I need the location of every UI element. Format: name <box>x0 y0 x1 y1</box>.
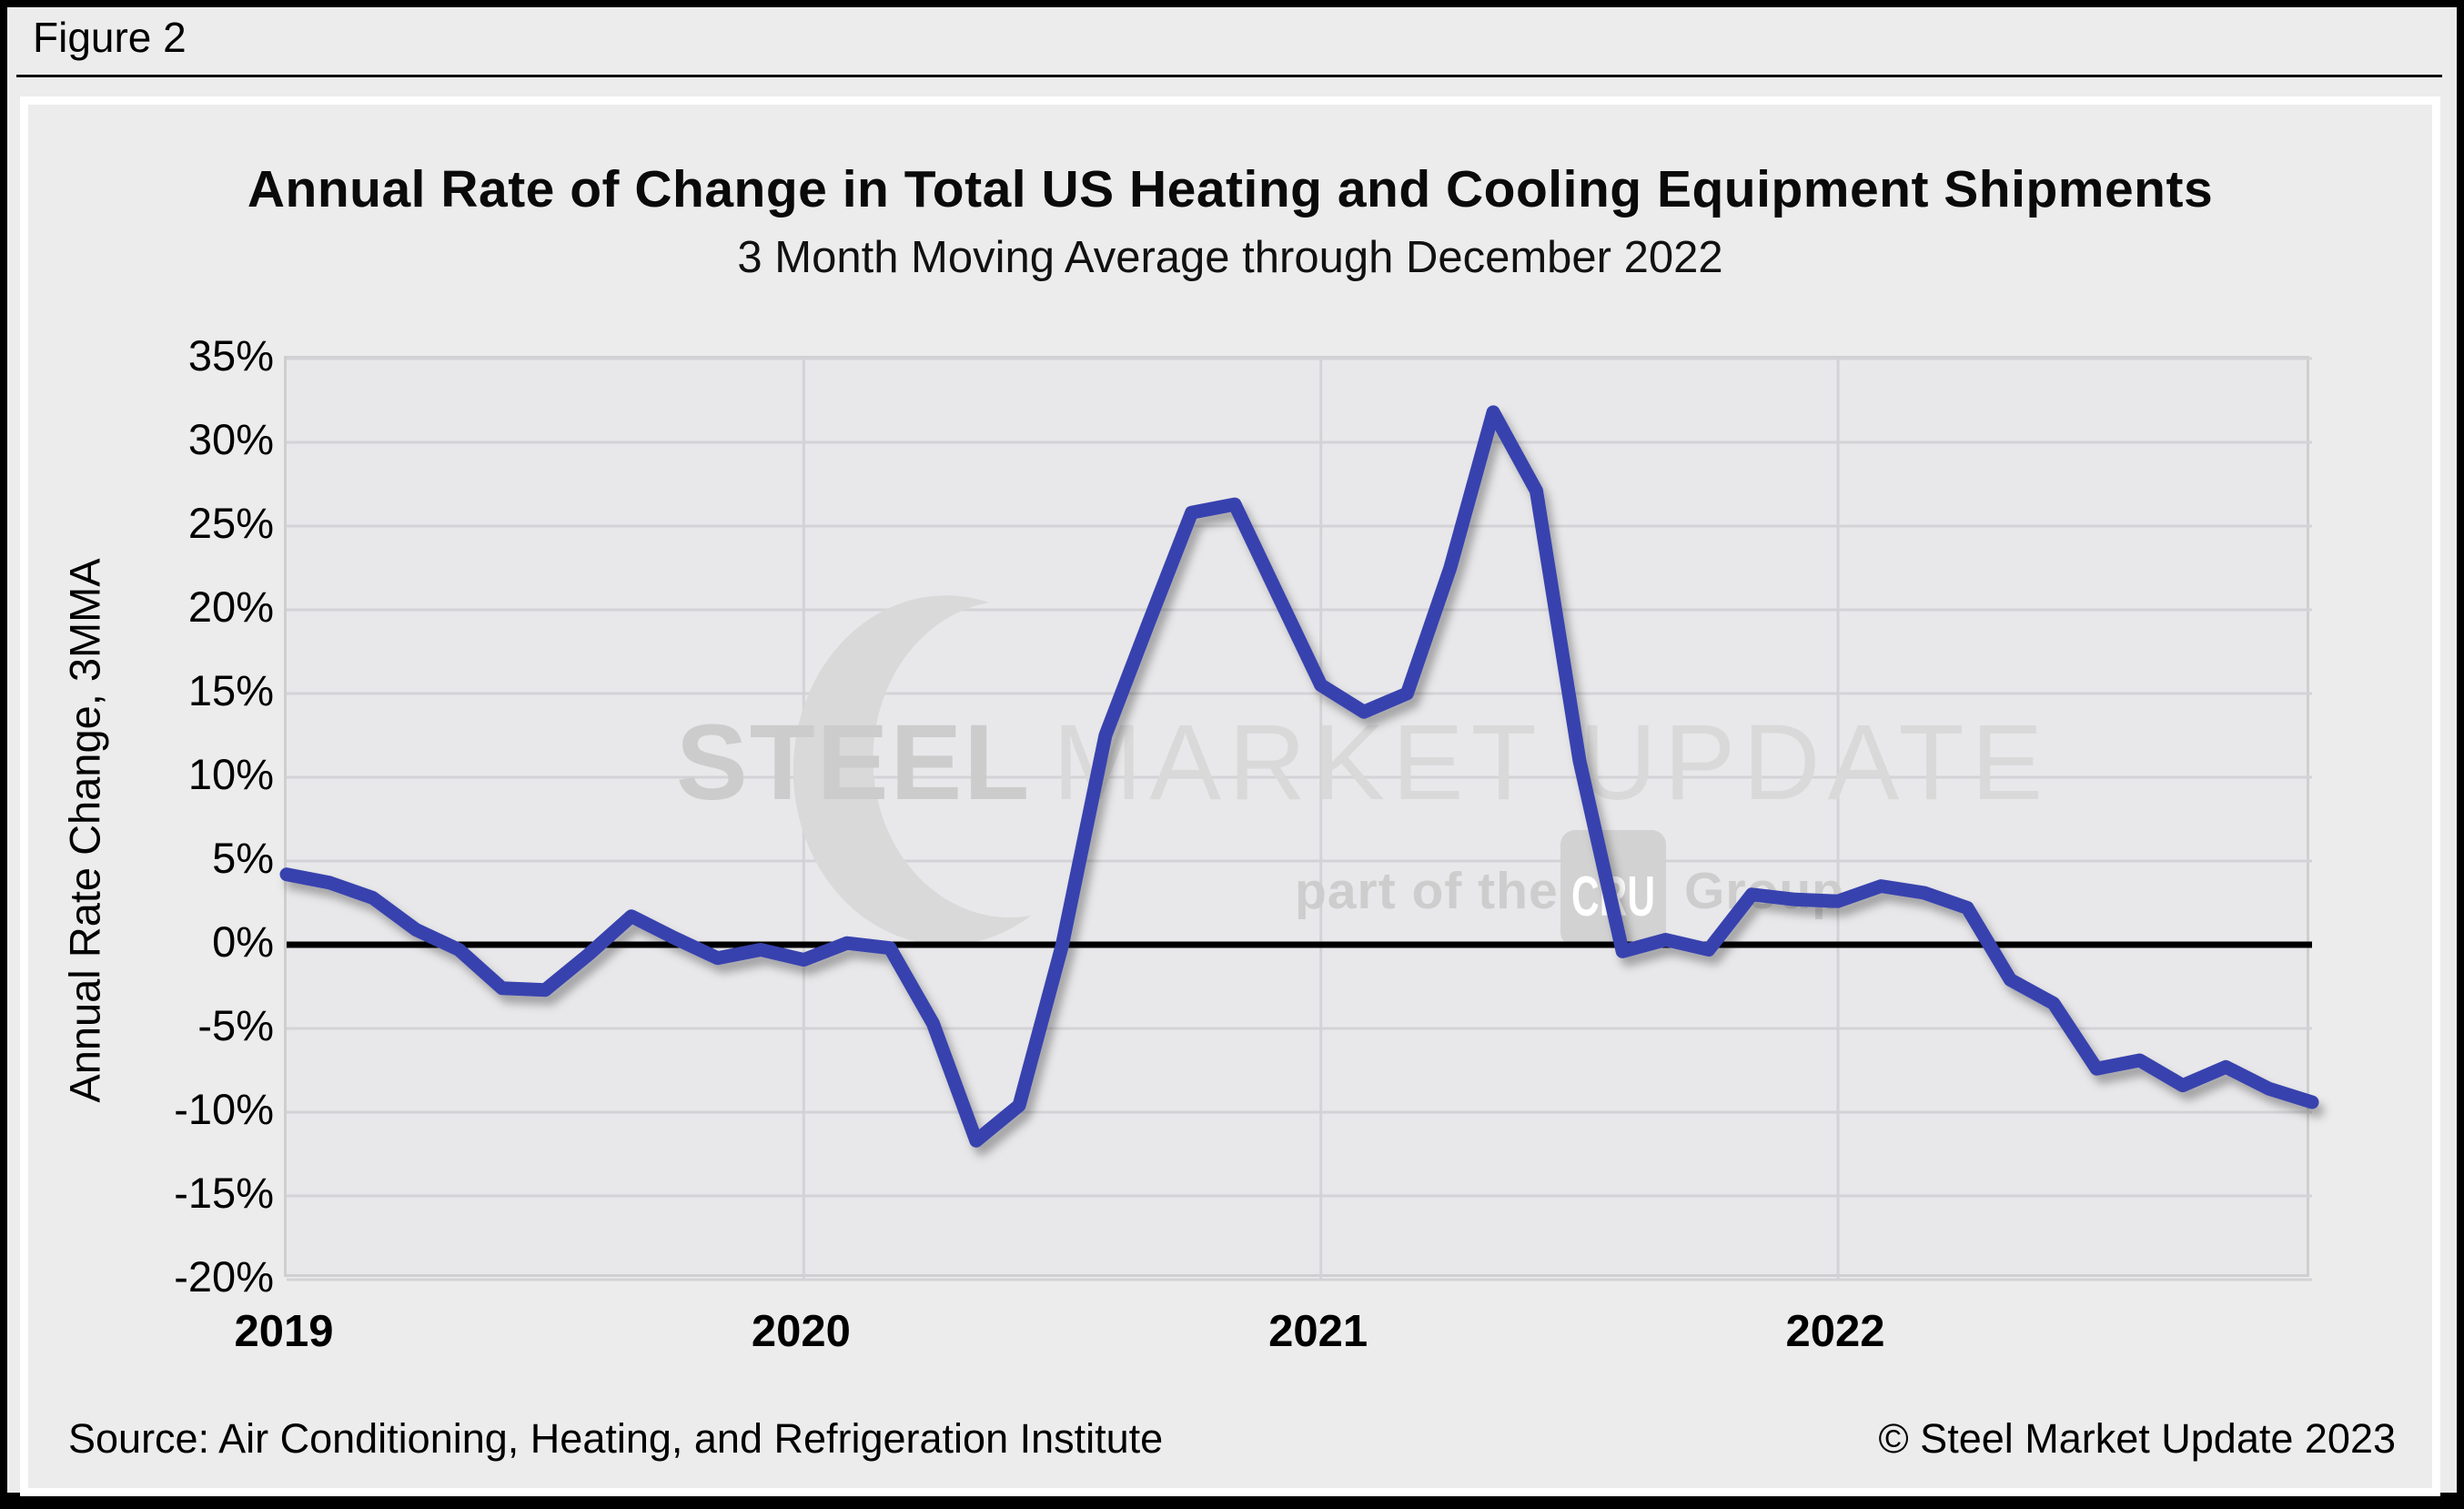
data-series-line <box>279 405 2319 1148</box>
y-tick-label: -15% <box>174 1169 274 1217</box>
watermark-part-of-the: part of the <box>1295 862 1559 920</box>
figure-title-underline <box>16 75 2442 77</box>
figure-label: Figure 2 <box>33 14 187 61</box>
y-tick-label: 25% <box>187 499 274 547</box>
watermark-steel: STEEL <box>676 703 1031 823</box>
y-tick-label: 10% <box>187 750 274 798</box>
y-tick-label: -5% <box>197 1001 274 1049</box>
plot-area: STEEL MARKET UPDATE part of the CRU Grou… <box>279 356 2319 1281</box>
y-tick-label: 30% <box>187 415 274 463</box>
y-tick-label: 5% <box>212 834 274 882</box>
y-tick-label: -10% <box>174 1085 274 1133</box>
watermark-market-update: MARKET UPDATE <box>1053 703 2050 823</box>
figure-page: Figure 2 Annual Rate of Change in Total … <box>7 7 2457 1496</box>
y-tick-label: -20% <box>174 1252 274 1301</box>
line-chart-svg: STEEL MARKET UPDATE part of the CRU Grou… <box>279 357 2319 1281</box>
y-tick-label: 0% <box>212 917 274 966</box>
y-tick-label: 20% <box>187 582 274 631</box>
chart-title: Annual Rate of Change in Total US Heatin… <box>247 160 2214 218</box>
chart-panel: Annual Rate of Change in Total US Heatin… <box>20 96 2440 1496</box>
x-tick-label: 2021 <box>1268 1307 1368 1356</box>
source-note: Source: Air Conditioning, Heating, and R… <box>68 1415 1164 1462</box>
y-tick-label: 15% <box>187 666 274 714</box>
y-tick-label: 35% <box>187 331 274 380</box>
gridlines <box>287 357 2312 1281</box>
x-tick-label: 2019 <box>234 1307 334 1356</box>
watermark-crescent-logo <box>793 595 1031 946</box>
copyright-note: © Steel Market Update 2023 <box>1878 1415 2396 1462</box>
x-tick-label: 2020 <box>751 1307 851 1356</box>
chart-subtitle: 3 Month Moving Average through December … <box>737 233 1723 282</box>
x-tick-label: 2022 <box>1785 1307 1885 1356</box>
